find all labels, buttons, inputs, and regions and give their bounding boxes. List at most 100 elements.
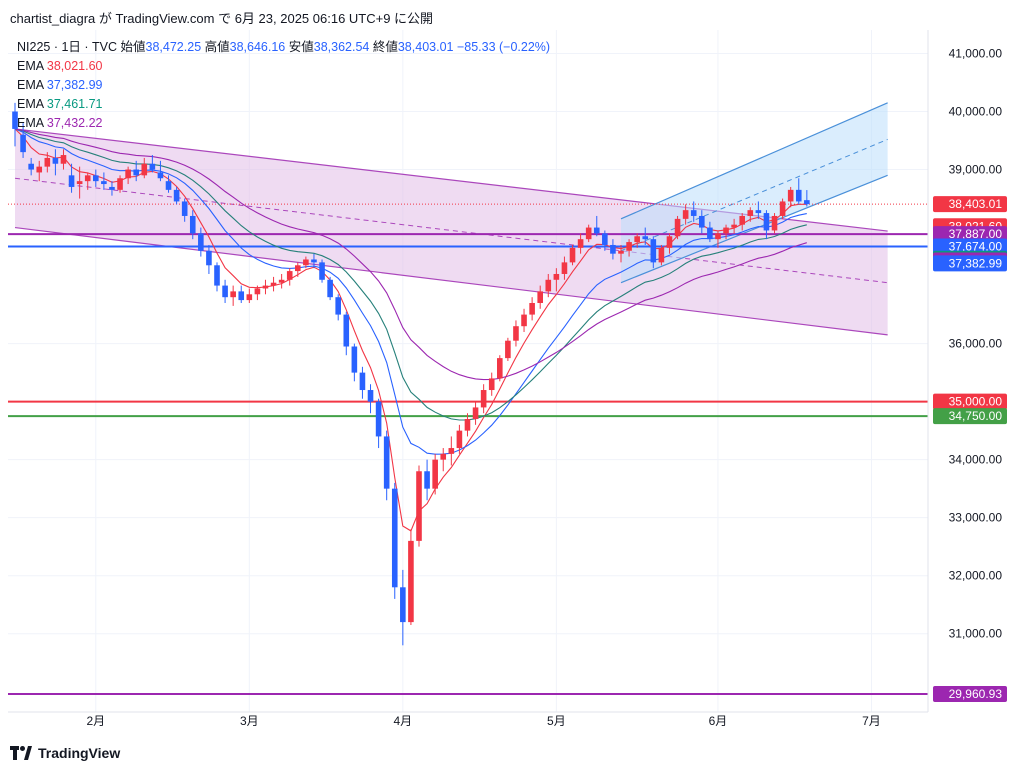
candle-body (537, 291, 543, 303)
candle-body (206, 250, 212, 266)
time-tick-label: 2月 (86, 714, 105, 728)
candle-body (488, 378, 495, 391)
candle-body (585, 227, 592, 240)
descending-channel-fill (15, 128, 888, 335)
candle-body (262, 285, 269, 289)
price-tick-label: 36,000.00 (949, 337, 1003, 351)
candle-body (295, 265, 301, 272)
ema-row-1[interactable]: EMA 38,021.60 (17, 57, 550, 76)
candle-body (246, 294, 253, 301)
price-label-box (933, 238, 1007, 255)
descending-channel-mid-line (14, 177, 888, 284)
candle-body (101, 181, 107, 185)
ohlc-row: NI225 · 1日 · TVC 始値38,472.25 高値38,646.16… (17, 38, 550, 57)
time-tick-label: 7月 (862, 714, 881, 728)
candle-body (634, 236, 640, 243)
candle-body (181, 201, 188, 216)
candle-body (731, 224, 737, 228)
high-value: 38,646.16 (229, 40, 286, 54)
candle-body (755, 210, 762, 214)
candle-body (125, 169, 131, 179)
candle-body (367, 390, 374, 402)
candle-body (723, 227, 729, 234)
candle-body (28, 163, 34, 170)
price-label-box (933, 226, 1007, 243)
candle-body (747, 210, 754, 216)
change-value: −85.33 (−0.22%) (456, 40, 551, 54)
ema-value: 37,461.71 (46, 97, 103, 111)
ema-value: 38,021.60 (46, 59, 103, 73)
time-tick-label: 6月 (709, 714, 728, 728)
candle-body (561, 262, 568, 274)
candle-body (779, 201, 786, 216)
candle-body (375, 401, 382, 437)
candle-body (238, 291, 245, 301)
candle-body (424, 471, 430, 489)
candle-body (804, 200, 810, 205)
candle-body (763, 213, 770, 231)
ema-label: EMA (17, 97, 44, 111)
candle-body (593, 227, 600, 234)
price-tick-label: 33,000.00 (949, 511, 1003, 525)
candle-body (480, 390, 487, 408)
ascending-channel-lower-line (620, 174, 888, 284)
candle-body (658, 247, 665, 263)
chart-legend: NI225 · 1日 · TVC 始値38,472.25 高値38,646.16… (17, 38, 550, 133)
tradingview-icon (10, 746, 32, 760)
ema-row-3[interactable]: EMA 37,461.71 (17, 95, 550, 114)
candle-body (674, 218, 681, 237)
price-tick-label: 31,000.00 (949, 627, 1003, 641)
candle-body (464, 419, 471, 431)
price-tick-label: 39,000.00 (949, 163, 1003, 177)
candle-body (497, 358, 503, 379)
candle-body (626, 242, 632, 251)
candle-body (666, 236, 673, 248)
candle-body (286, 271, 293, 280)
candle-body (327, 279, 333, 298)
candle-body (577, 239, 584, 248)
candle-body (157, 172, 164, 179)
candle-body (505, 340, 511, 359)
candle-body (133, 169, 139, 176)
ascending-channel-mid-line (620, 138, 888, 252)
publish-bar: chartist_diagra が TradingView.com で 6月 2… (0, 0, 1024, 30)
candle-body (650, 239, 657, 263)
candle-body (707, 227, 713, 240)
candle-body (198, 233, 204, 251)
price-tick-label: 41,000.00 (949, 47, 1003, 61)
price-label-box (933, 196, 1007, 213)
candle-body (432, 459, 438, 489)
candle-body (149, 163, 156, 170)
candle-body (93, 175, 99, 182)
descending-channel-lower-line (14, 226, 888, 336)
candle-body (400, 587, 406, 623)
candle-body (278, 279, 285, 283)
price-tick-label: 40,000.00 (949, 105, 1003, 119)
candle-body (109, 186, 115, 190)
price-label-text: 37,674.00 (949, 239, 1003, 253)
candle-body (440, 453, 447, 460)
ascending-channel-upper-line (620, 102, 888, 220)
candle-body (20, 134, 26, 153)
candle-body (699, 215, 705, 228)
time-tick-label: 3月 (240, 714, 259, 728)
candle-body (618, 250, 624, 254)
candle-body (214, 265, 220, 286)
ascending-channel-fill (621, 102, 888, 283)
ema-label: EMA (17, 116, 44, 130)
candle-body (383, 436, 390, 489)
candle-body (12, 111, 18, 129)
price-label-text: 37,382.99 (949, 256, 1003, 270)
candle-body (117, 178, 123, 190)
ema-row-4[interactable]: EMA 37,432.22 (17, 114, 550, 133)
ema-row-2[interactable]: EMA 37,382.99 (17, 76, 550, 95)
candle-body (545, 279, 552, 292)
price-tick-label: 32,000.00 (949, 569, 1003, 583)
high-label: 高値 (204, 40, 230, 54)
candle-body (448, 448, 455, 454)
candle-body (319, 262, 325, 280)
tradingview-logo[interactable]: TradingView (10, 745, 120, 761)
close-value: 38,403.01 (397, 40, 454, 54)
candle-body (795, 189, 802, 202)
